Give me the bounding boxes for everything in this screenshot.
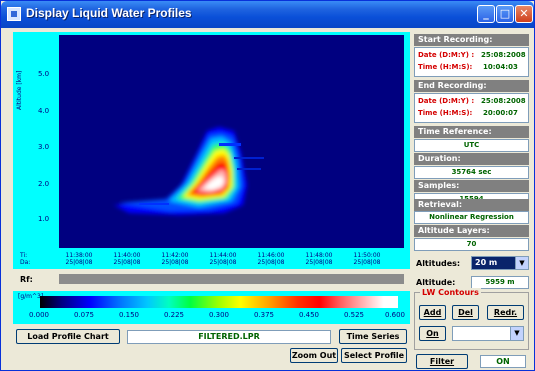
altitudes-selected-value: 20 m	[472, 257, 516, 269]
altitudes-label: Altitudes:	[416, 259, 461, 268]
select-profile-button[interactable]: Select Profile	[341, 348, 407, 363]
x-tick: 11:50:00 25|08|08	[353, 252, 381, 266]
y-tick: 4.0	[38, 107, 50, 115]
rf-label: Rf:	[20, 275, 33, 284]
file-name-field: FILTERED.LPR	[127, 330, 331, 344]
duration-header: Duration:	[414, 153, 529, 165]
colorbar-tick: 0.075	[73, 311, 95, 319]
y-tick: 3.0	[38, 143, 50, 151]
load-profile-chart-button[interactable]: Load Profile Chart	[16, 329, 120, 344]
retrieval-value: Nonlinear Regression	[414, 211, 529, 224]
colorbar-tick: 0.525	[343, 311, 365, 319]
altitudes-select[interactable]: 20 m ▼	[471, 256, 529, 270]
zoom-out-button[interactable]: Zoom Out	[290, 348, 338, 363]
contour-add-button[interactable]: Add	[419, 305, 446, 320]
y-axis-label: Altitude [km]	[16, 70, 23, 110]
time-series-button[interactable]: Time Series	[339, 329, 407, 344]
y-tick: 5.0	[38, 70, 50, 78]
x-tick: 11:38:00 25|08|08	[65, 252, 93, 266]
maximize-button[interactable]: □	[496, 5, 514, 23]
time-row-label: Ti:	[20, 252, 28, 259]
start-recording-header: Start Recording:	[414, 34, 529, 46]
altitude-layers-header: Altitude Layers:	[414, 225, 529, 237]
chevron-down-icon[interactable]: ▼	[515, 257, 528, 269]
x-tick: 11:48:00 25|08|08	[305, 252, 333, 266]
start-time-label: Time (H:M:S):	[418, 63, 473, 71]
lw-contours-group	[414, 292, 529, 350]
colorbar-tick: 0.375	[253, 311, 275, 319]
colorbar	[40, 296, 398, 308]
date-row-label: Da:	[20, 259, 31, 266]
x-tick: 11:42:00 25|08|08	[161, 252, 189, 266]
duration-value: 35764 sec	[414, 166, 529, 179]
start-date-value: 25:08:2008	[481, 51, 526, 59]
time-reference-header: Time Reference:	[414, 126, 529, 138]
end-time-value: 20:00:07	[483, 109, 518, 117]
retrieval-header: Retrieval:	[414, 199, 529, 211]
colorbar-unit: [g/m^3]	[18, 293, 44, 300]
start-date-label: Date (D:M:Y) :	[418, 51, 475, 59]
start-time-value: 10:04:03	[483, 63, 518, 71]
colorbar-tick: 0.000	[28, 311, 50, 319]
time-reference-value: UTC	[414, 139, 529, 152]
y-tick: 1.0	[38, 215, 50, 223]
lw-contours-title: LW Contours	[420, 288, 481, 297]
end-date-label: Date (D:M:Y) :	[418, 97, 475, 105]
filter-button[interactable]: Filter	[416, 354, 468, 369]
x-tick: 11:44:00 25|08|08	[209, 252, 237, 266]
minimize-button[interactable]: _	[477, 5, 495, 23]
close-button[interactable]: ✕	[515, 5, 533, 23]
app-icon	[7, 7, 21, 21]
end-date-value: 25:08:2008	[481, 97, 526, 105]
colorbar-tick: 0.300	[208, 311, 230, 319]
end-recording-box	[414, 93, 529, 123]
contour-redraw-button[interactable]: Redr.	[487, 305, 524, 320]
end-time-label: Time (H:M:S):	[418, 109, 473, 117]
liquid-water-heatmap	[114, 127, 264, 215]
colorbar-tick: 0.150	[118, 311, 140, 319]
colorbar-tick: 0.600	[384, 311, 406, 319]
contour-delete-button[interactable]: Del	[452, 305, 479, 320]
chevron-down-icon[interactable]: ▼	[510, 327, 523, 340]
contour-on-button[interactable]: On	[419, 326, 446, 341]
altitude-layers-value: 70	[414, 238, 529, 251]
contour-select[interactable]: ▼	[452, 326, 524, 341]
filter-state-value: ON	[480, 355, 526, 368]
colorbar-tick: 0.450	[298, 311, 320, 319]
rf-bar	[59, 274, 404, 284]
y-tick: 2.0	[38, 180, 50, 188]
plot-area[interactable]	[59, 35, 404, 248]
samples-header: Samples:	[414, 180, 529, 192]
title-bar[interactable]: Display Liquid Water Profiles _ □ ✕	[1, 1, 534, 28]
colorbar-tick: 0.225	[163, 311, 185, 319]
end-recording-header: End Recording:	[414, 80, 529, 92]
start-recording-box	[414, 47, 529, 77]
x-tick: 11:40:00 25|08|08	[113, 252, 141, 266]
altitude-label: Altitude:	[416, 278, 456, 287]
x-tick: 11:46:00 25|08|08	[257, 252, 285, 266]
altitude-value: 5959 m	[471, 276, 529, 289]
window-title: Display Liquid Water Profiles	[26, 6, 192, 20]
